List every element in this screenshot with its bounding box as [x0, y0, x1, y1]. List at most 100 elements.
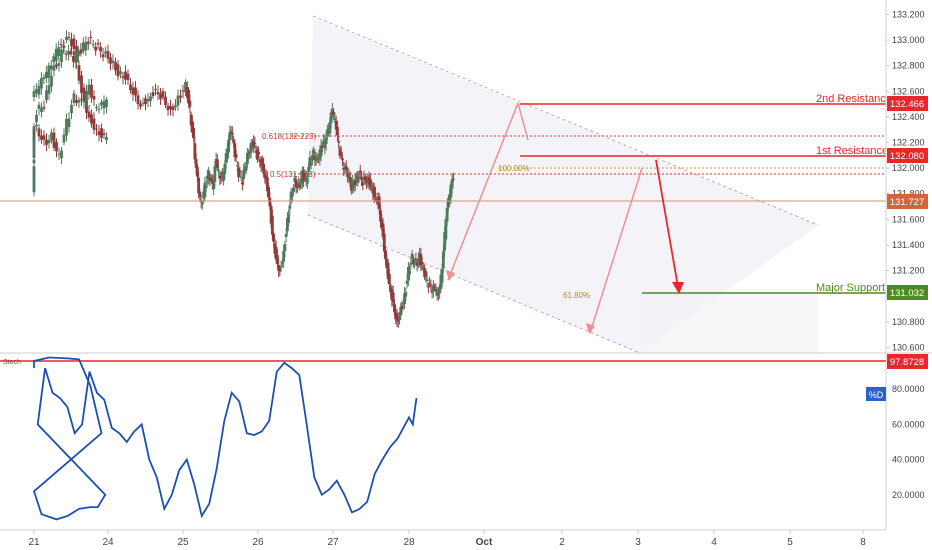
- fib-label-100pct: 100.00%: [498, 164, 530, 173]
- fib-label-05: 0.5(131.938): [270, 170, 316, 179]
- candle-body: [270, 215, 274, 235]
- stoch-level-tag: [887, 354, 928, 369]
- candle-body: [408, 270, 412, 275]
- candle-body: [450, 179, 454, 189]
- candle-body: [144, 98, 147, 105]
- candle-body: [86, 41, 90, 44]
- candle-body: [234, 154, 238, 158]
- price-tick-label: 132.800: [892, 61, 925, 71]
- candle-body: [197, 177, 201, 194]
- candle-body: [96, 43, 100, 45]
- fib-label-0618: 0.618(132.223): [262, 132, 317, 141]
- candle-body: [374, 193, 377, 195]
- candle-body: [400, 305, 404, 310]
- candle-body: [181, 90, 185, 92]
- candle-body: [398, 316, 401, 321]
- candle-body: [272, 233, 276, 242]
- candle-body: [60, 49, 63, 63]
- candle-body: [404, 292, 408, 297]
- candle-body: [209, 177, 213, 180]
- candle-body: [129, 84, 132, 90]
- candle-body: [37, 104, 41, 109]
- candle-body: [410, 253, 414, 259]
- candle-body: [419, 253, 423, 266]
- candle-body: [105, 99, 108, 108]
- time-tick-label: 21: [28, 537, 40, 548]
- candle-body: [255, 149, 259, 160]
- candle-body: [54, 48, 58, 61]
- candle-body: [97, 109, 101, 111]
- candle-body: [292, 187, 296, 192]
- candle-body: [84, 42, 88, 51]
- candle-body: [433, 286, 437, 288]
- candle-body: [336, 126, 339, 136]
- candle-body: [443, 232, 447, 251]
- candle-body: [268, 197, 272, 207]
- candle-body: [116, 64, 120, 77]
- time-tick-label: 4: [711, 537, 717, 548]
- candle-body: [235, 165, 239, 167]
- candle-body: [451, 178, 455, 180]
- candle-body: [275, 255, 279, 264]
- candle-body: [126, 73, 130, 80]
- resistance-1-value: 132.080: [890, 151, 924, 162]
- candle-body: [95, 106, 98, 108]
- candle-body: [330, 109, 334, 114]
- candle-body: [312, 150, 316, 154]
- candle-body: [204, 185, 208, 189]
- candle-body: [332, 111, 336, 115]
- resistance-1-label: 1st Resistance: [816, 145, 888, 157]
- candle-body: [80, 98, 83, 100]
- candle-body: [379, 210, 382, 222]
- candle-body: [119, 71, 122, 75]
- candle-body: [395, 313, 399, 321]
- candle-body: [413, 261, 417, 263]
- candle-body: [192, 127, 196, 139]
- candle-body: [32, 166, 36, 176]
- candle-body: [279, 266, 283, 268]
- resistance-2-label: 2nd Resistance: [816, 93, 892, 105]
- candle-body: [222, 173, 226, 181]
- candle-body: [287, 214, 291, 223]
- levels-layer: 2nd Resistance 1st Resistance Major Supp…: [0, 93, 892, 294]
- candle-body: [57, 47, 61, 57]
- candle-body: [50, 76, 53, 87]
- resistance-2-value: 132.466: [890, 99, 924, 110]
- swing-arrow-head-2: [586, 323, 595, 334]
- candle-body: [45, 139, 48, 145]
- candle-body: [319, 145, 323, 157]
- candle-body: [409, 262, 413, 265]
- candle-body: [429, 285, 433, 287]
- price-tick-label: 131.800: [892, 189, 925, 199]
- candle-body: [282, 251, 286, 262]
- stoch-tick-label: 40.0000: [892, 455, 925, 465]
- time-tick-label: Oct: [476, 537, 493, 548]
- candle-body: [344, 166, 348, 170]
- stoch-tick-label: 80.0000: [892, 384, 925, 394]
- candle-body: [232, 140, 236, 144]
- candle-body: [82, 87, 86, 102]
- candle-body: [309, 162, 313, 166]
- candle-body: [421, 266, 425, 271]
- candle-body: [445, 207, 449, 222]
- candle-body: [44, 72, 48, 78]
- candle-body: [136, 95, 140, 105]
- time-tick-label: 28: [403, 537, 415, 548]
- candle-body: [92, 118, 96, 130]
- candle-body: [285, 218, 289, 232]
- projection-zone: [640, 293, 818, 353]
- candle-body: [333, 118, 337, 121]
- candle-body: [260, 158, 264, 164]
- price-tick-label: 131.200: [892, 266, 925, 276]
- candle-body: [161, 91, 165, 98]
- stoch-panel: Stoch 80.0000 60.0000 40.0000 20.0000 97.87…: [0, 354, 928, 521]
- candle-body: [87, 111, 91, 118]
- candle-body: [403, 293, 406, 305]
- candle-body: [70, 39, 73, 47]
- stoch-legend-badge-text: %D: [869, 390, 884, 400]
- time-tick-label: 8: [860, 537, 866, 548]
- candle-body: [171, 106, 175, 111]
- candle-body: [382, 233, 386, 252]
- candle-body: [72, 56, 75, 62]
- time-tick-labels: 21 24 25 26 27 28 Oct 2 3 4 5 8: [28, 530, 866, 548]
